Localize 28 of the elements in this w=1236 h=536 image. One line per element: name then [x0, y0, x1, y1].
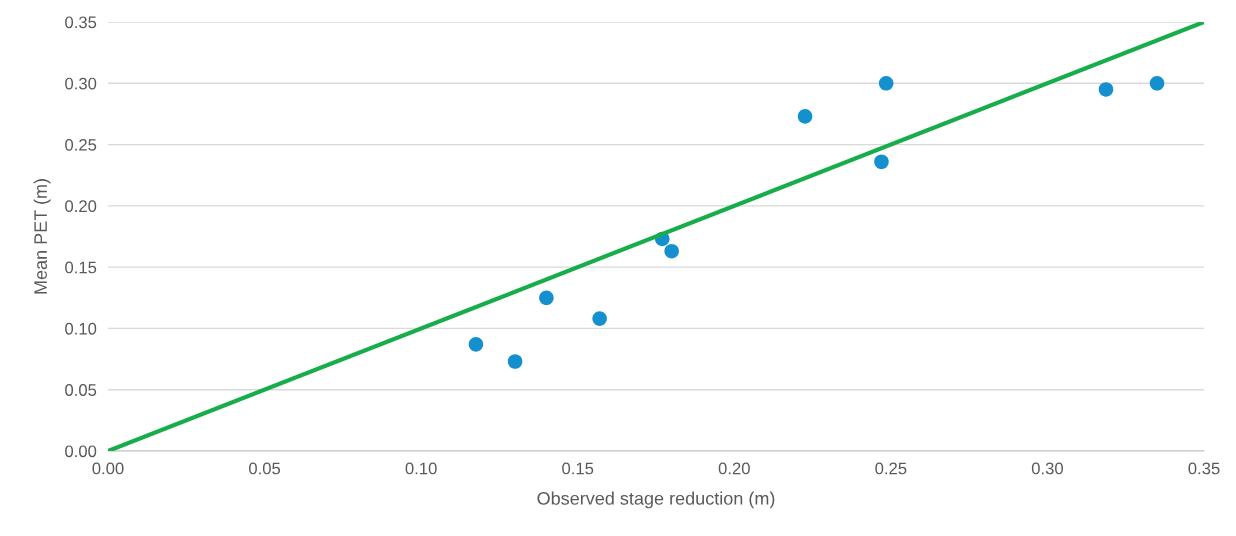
point [664, 243, 679, 259]
x-tick-label: 0.20 [718, 462, 750, 475]
y-tick-label: 0.35 [65, 16, 97, 29]
x-tick-label: 0.25 [875, 462, 907, 475]
point [1149, 76, 1165, 91]
y-tick-label: 0.10 [65, 322, 97, 335]
y-tick-label: 0.00 [65, 445, 97, 458]
y-tick-label: 0.20 [65, 200, 97, 213]
point [592, 311, 607, 326]
y-tick-label: 0.30 [65, 77, 97, 90]
y-axis-title: Mean PET (m) [33, 179, 51, 294]
point [507, 354, 523, 369]
point [874, 154, 889, 170]
x-tick-label: 0.05 [249, 462, 281, 475]
y-tick-label: 0.15 [65, 261, 97, 274]
point [1098, 82, 1114, 97]
x-tick-label: 0.00 [92, 462, 124, 475]
y-tick-label: 0.05 [65, 384, 97, 396]
point [797, 109, 813, 124]
point [468, 337, 484, 352]
point [539, 290, 554, 306]
x-tick-label: 0.30 [1031, 462, 1063, 475]
x-axis-title: Observed stage reduction (m) [537, 491, 775, 509]
x-tick-label: 0.35 [1188, 462, 1220, 475]
x-tick-label: 0.15 [562, 462, 594, 475]
point [878, 76, 894, 91]
y-tick-label: 0.25 [65, 138, 97, 151]
x-tick-label: 0.10 [405, 462, 437, 475]
